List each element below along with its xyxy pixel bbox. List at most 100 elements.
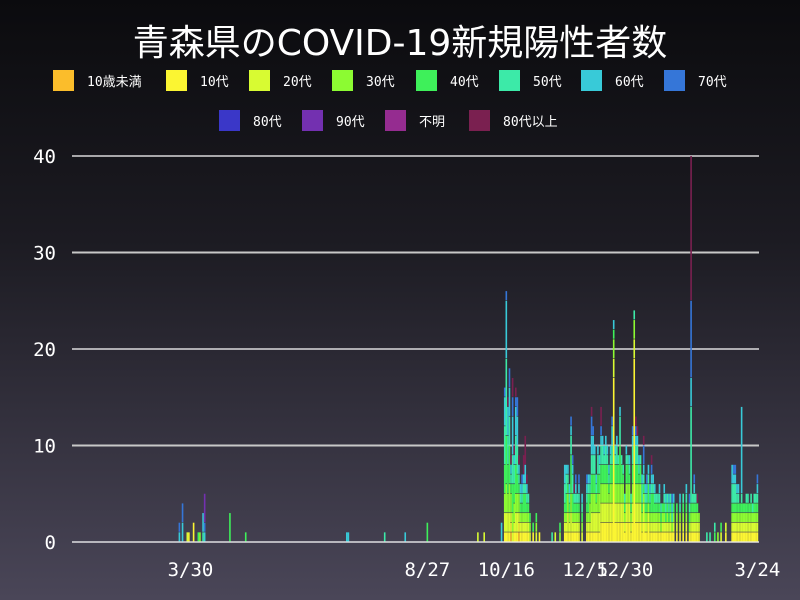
bar-segment — [203, 493, 206, 523]
bar-segment — [612, 358, 615, 378]
bar-segment — [601, 445, 604, 465]
bar-segment — [573, 503, 576, 513]
bar-segment — [619, 522, 621, 542]
bar-segment — [666, 522, 669, 532]
bar-segment — [676, 522, 678, 532]
bar-segment — [630, 503, 632, 513]
legend-swatch — [581, 70, 602, 91]
bar-segment — [570, 532, 572, 542]
bar-segment — [576, 532, 579, 542]
bar-segment — [508, 368, 511, 387]
bar-segment — [646, 513, 648, 523]
bar-segment — [671, 493, 673, 503]
bar-segment — [571, 493, 574, 513]
bar-segment — [567, 464, 569, 474]
bar-segment — [188, 532, 190, 542]
bar-segment — [511, 416, 514, 455]
bar-segment — [518, 513, 520, 523]
bar-segment — [563, 532, 566, 542]
bar-segment — [535, 513, 538, 523]
bar-segment — [603, 503, 606, 523]
bar-segment — [611, 522, 613, 542]
bar-segment — [521, 493, 523, 503]
bar-segment — [575, 484, 577, 494]
bar-segment — [524, 522, 527, 532]
bar-segment — [514, 397, 517, 407]
bar-segment — [650, 455, 653, 465]
bar-segment — [587, 474, 590, 484]
bar-segment — [527, 493, 530, 503]
bar-segment — [616, 464, 618, 484]
bar-segment — [507, 532, 509, 542]
bar-segment — [592, 474, 594, 494]
bar-segment — [573, 484, 576, 494]
bar-segment — [743, 513, 746, 523]
bar-segment — [516, 445, 519, 474]
bar-segment — [655, 532, 658, 542]
bar-segment — [404, 532, 407, 542]
bar-segment — [663, 503, 666, 513]
bar-segment — [734, 464, 737, 474]
bar-segment — [652, 513, 654, 523]
bar-segment — [620, 522, 623, 542]
bar-segment — [739, 503, 741, 513]
bar-segment — [197, 532, 200, 542]
bar-segment — [526, 493, 528, 503]
bar-segment — [521, 484, 523, 494]
bar-segment — [688, 493, 691, 503]
bar-segment — [601, 503, 604, 523]
bar-segment — [575, 474, 577, 484]
bar-segment — [688, 513, 691, 523]
bar-segment — [666, 503, 669, 513]
bar-segment — [586, 503, 588, 513]
bar-segment — [635, 464, 637, 484]
bar-segment — [527, 513, 530, 523]
bar-segment — [650, 522, 653, 532]
bar-segment — [631, 435, 634, 445]
bar-segment — [578, 503, 580, 513]
legend-label: 10歳未満 — [87, 75, 142, 90]
bar-segment — [507, 435, 509, 465]
bar-segment — [524, 435, 527, 465]
bar-segment — [505, 532, 508, 542]
bar-segment — [586, 493, 588, 503]
bar-segment — [737, 522, 740, 532]
bar-segment — [657, 493, 659, 503]
bar-segment — [672, 522, 675, 532]
bar-segment — [650, 513, 653, 523]
bar-segment — [631, 426, 634, 436]
bar-segment — [682, 513, 684, 523]
bar-segment — [652, 522, 654, 532]
bar-segment — [627, 455, 629, 465]
bar-segment — [606, 445, 609, 455]
bar-segment — [630, 493, 632, 503]
bar-segment — [590, 513, 593, 532]
legend-swatch — [385, 110, 406, 131]
bar-segment — [623, 503, 626, 513]
bar-segment — [568, 503, 571, 513]
bar-segment — [567, 474, 569, 484]
bar-segment — [586, 532, 588, 542]
bar-segment — [679, 513, 681, 523]
bar-segment — [511, 532, 514, 542]
bar-segment — [644, 522, 647, 532]
bar-segment — [756, 474, 759, 484]
bar-segment — [635, 435, 637, 445]
bar-segment — [688, 532, 691, 542]
bar-segment — [642, 503, 645, 523]
bar-segment — [513, 455, 516, 465]
bar-segment — [578, 484, 580, 494]
legend-label: 30代 — [366, 75, 395, 90]
bar-segment — [589, 503, 591, 523]
bar-segment — [507, 406, 509, 436]
bar-segment — [563, 522, 566, 532]
bar-segment — [737, 484, 740, 494]
bar-segment — [665, 522, 667, 532]
bar-segment — [229, 513, 231, 542]
bar-segment — [623, 493, 626, 503]
bar-segment — [652, 493, 654, 513]
bar-segment — [736, 532, 738, 542]
bar-segment — [516, 513, 519, 532]
bar-segment — [186, 532, 189, 542]
bar-segment — [635, 484, 637, 503]
